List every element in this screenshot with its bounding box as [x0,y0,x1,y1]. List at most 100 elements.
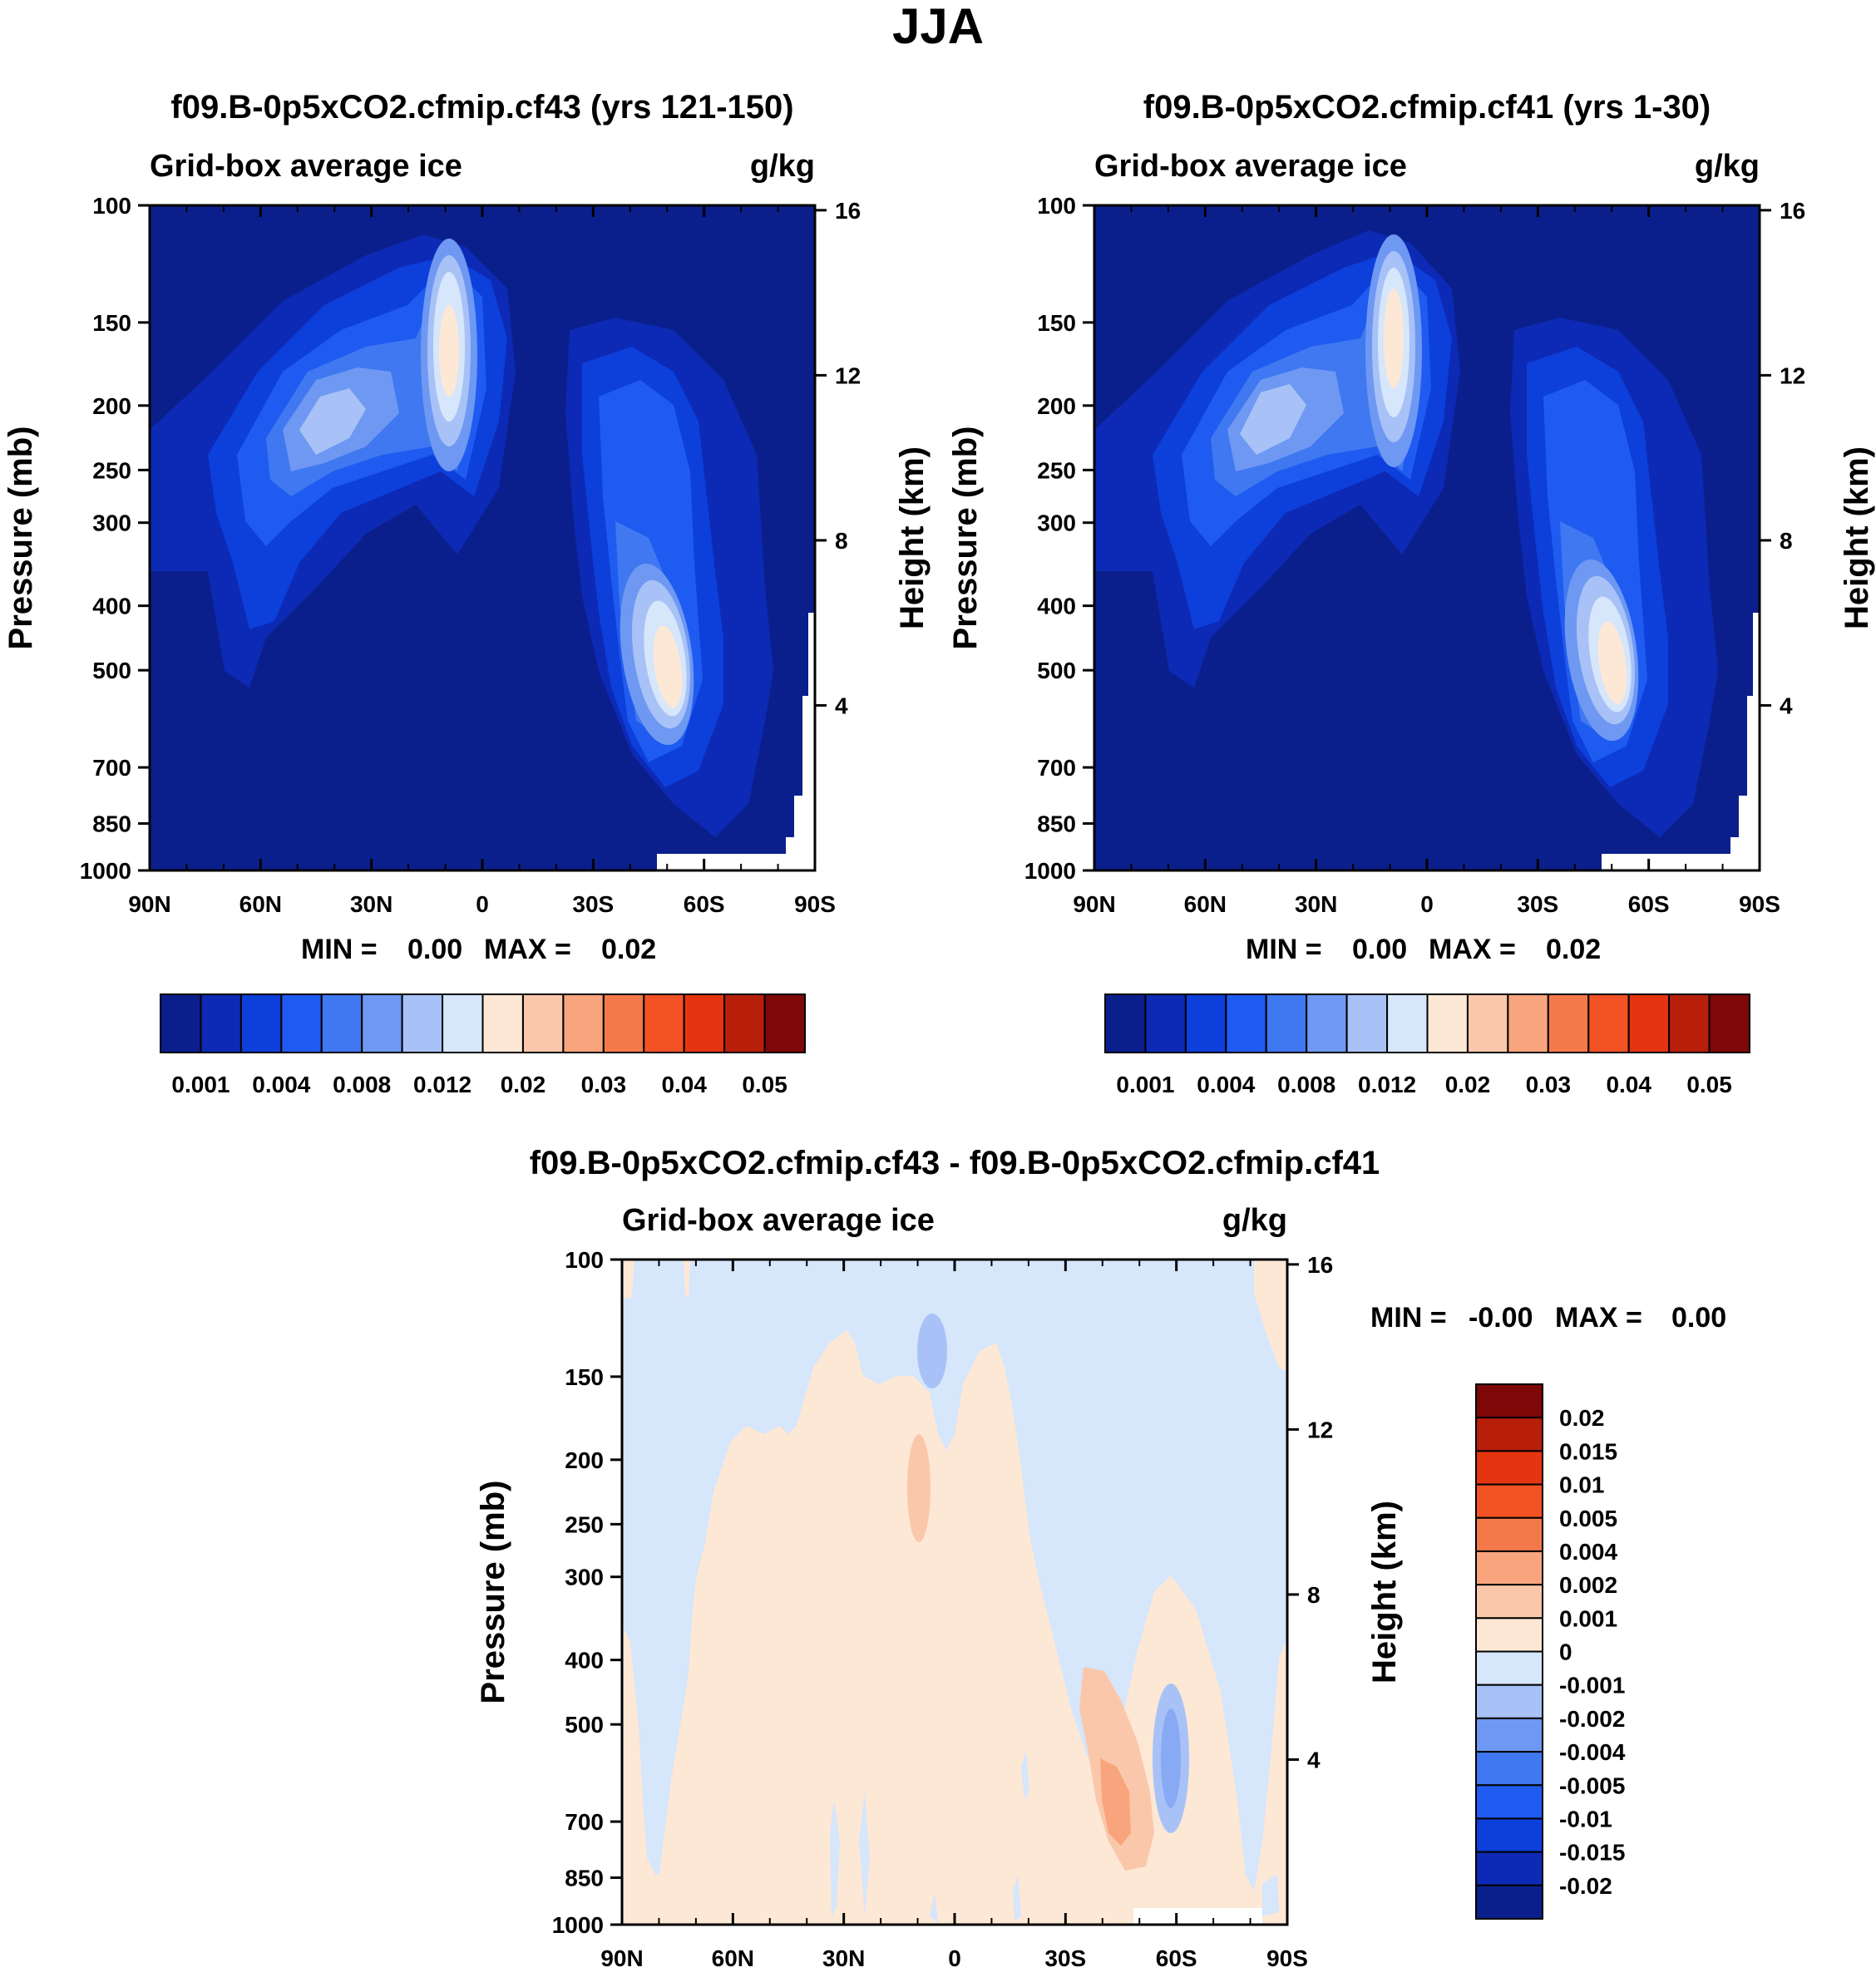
colorbar-label: 0.04 [1606,1072,1651,1097]
colorbar-box [1475,1851,1543,1886]
colorbar-label: 0.012 [1358,1072,1416,1097]
y-tick-label: 150 [92,310,131,336]
y-tick-label: 700 [565,1809,604,1835]
x-tick-label: 60N [1184,891,1227,917]
colorbar-box [280,993,323,1053]
panel-3-axes: 90N 60N 30N 0 30S 60S 90S 100 150 200 250 300 400 500… [552,1247,1333,1971]
panel-3-max-value: 0.00 [1671,1302,1726,1334]
panel-3-contour-pos-sh-2 [1100,1758,1131,1846]
y-tick-label: 200 [565,1447,604,1473]
y-right-tick-label: 16 [835,198,861,224]
colorbar-box [1475,1684,1543,1719]
y-right-tick-label: 8 [1307,1582,1321,1608]
y-right-tick-label: 4 [835,693,848,718]
colorbar-box [1475,1884,1543,1920]
panel-1-min-value: 0.00 [407,934,462,965]
panel-1-contour-trop-4 [439,305,459,397]
panel-3-max-label: MAX = [1555,1302,1642,1334]
colorbar-label: 0.02 [501,1072,546,1097]
panel-3-contour-pos-corner-mid [684,1260,690,1297]
x-tick-label: 90S [1739,891,1780,917]
colorbar-box [1184,993,1227,1053]
colorbar-box [1627,993,1671,1053]
panel-2-max-label: MAX = [1429,934,1516,965]
x-tick-label: 30N [350,891,392,917]
panel-2-contour-nh-6 [1240,384,1306,455]
panel-3-contour-pos-corner-right [1254,1260,1287,1372]
panel-3-contour-neg-upper-patch [917,1314,947,1388]
colorbar-label: 0.01 [1559,1472,1605,1498]
panel-3-topography-mask [1133,1908,1262,1925]
x-tick-label: 0 [1420,891,1434,917]
panel-1-subtitle-left: Grid-box average ice [150,149,462,184]
colorbar-label: 0.001 [171,1072,230,1097]
x-tick-label: 0 [948,1945,961,1971]
colorbar-box [1475,1516,1543,1552]
colorbar-box [1426,993,1469,1053]
y-tick-label: 500 [1037,658,1076,683]
colorbar-label: 0.04 [661,1072,707,1097]
x-tick-label: 0 [476,891,489,917]
colorbar-box [1475,1483,1543,1519]
panel-1-subtitle-right: g/kg [750,149,815,184]
y-tick-label: 1000 [552,1912,604,1938]
colorbar-label: -0.005 [1559,1772,1625,1798]
colorbar-label: 0.012 [413,1072,471,1097]
y-tick-label: 150 [565,1364,604,1390]
x-tick-label: 90S [794,891,836,917]
x-tick-label: 90N [1073,891,1115,917]
colorbar-box [160,993,202,1053]
panel-3: f09.B-0p5xCO2.cfmip.cf43 - f09.B-0p5xCO2… [475,1145,1726,1971]
x-tick-label: 60S [684,891,725,917]
panel-3-subtitle-left: Grid-box average ice [622,1203,935,1238]
colorbar-box [521,993,565,1053]
y-tick-label: 250 [92,457,131,483]
colorbar-box [442,993,484,1053]
panel-2-contour-sh-8 [1597,621,1627,704]
y-right-tick-label: 12 [1780,362,1805,388]
colorbar-label: -0.02 [1559,1873,1612,1899]
panel-2-subtitle-left: Grid-box average ice [1094,149,1407,184]
colorbar-label: 0.008 [333,1072,391,1097]
y-tick-label: 200 [1037,393,1076,419]
y-right-tick-label: 8 [835,528,848,554]
colorbar-box [1475,1450,1543,1486]
colorbar-box [1144,993,1187,1053]
panel-3-plot-area [622,1260,1287,1925]
x-tick-label: 60N [712,1945,754,1971]
colorbar-box [200,993,242,1053]
y-tick-label: 400 [92,594,131,619]
x-tick-label: 60S [1156,1945,1197,1971]
colorbar-label: 0 [1559,1639,1572,1665]
colorbar-box [602,993,645,1053]
y-tick-label: 700 [1037,755,1076,781]
x-tick-label: 90N [128,891,170,917]
panel-2-subtitle-right: g/kg [1695,149,1760,184]
panel-3-title: f09.B-0p5xCO2.cfmip.cf43 - f09.B-0p5xCO2… [530,1145,1380,1181]
panel-3-colorbar: 0.02 0.015 0.01 0.005 0.004 0.002 0.001 0 -0.001… [1475,1383,1626,1920]
panel-2-topography-mask [1602,613,1760,870]
y-tick-label: 500 [92,658,131,683]
colorbar-label: 0.03 [1526,1072,1572,1097]
y-tick-label: 400 [565,1648,604,1674]
panel-2-ylabel-right: Height (km) [1839,446,1875,629]
y-tick-label: 500 [565,1712,604,1738]
colorbar-label: 0.001 [1559,1605,1617,1631]
y-tick-label: 400 [1037,594,1076,619]
colorbar-box [1345,993,1389,1053]
y-right-tick-label: 8 [1780,528,1793,554]
y-right-tick-label: 12 [1307,1417,1333,1442]
colorbar-label: 0.02 [1559,1405,1605,1431]
x-tick-label: 30N [822,1945,865,1971]
colorbar-box [1547,993,1590,1053]
colorbar-label: -0.01 [1559,1806,1612,1832]
colorbar-box [1475,1751,1543,1787]
colorbar-box [1475,1417,1543,1452]
colorbar-label: 0.002 [1559,1572,1617,1598]
figure-suptitle: JJA [892,0,984,54]
colorbar-label: 0.008 [1277,1072,1335,1097]
y-tick-label: 700 [92,755,131,781]
panel-2-colorbar: 0.001 0.004 0.008 0.012 0.02 0.03 0.04 0.05 [1104,993,1750,1097]
panel-3-minmax: MIN = -0.00 MAX = 0.00 [1370,1302,1726,1334]
colorbar-label: -0.002 [1559,1706,1625,1732]
